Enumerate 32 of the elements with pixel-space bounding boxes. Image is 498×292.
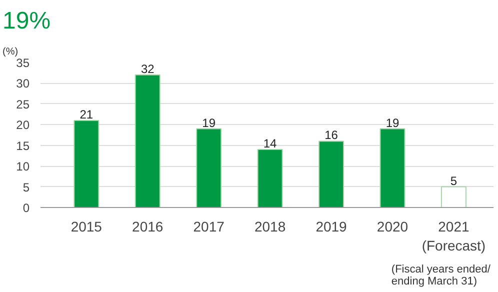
x-tick-label: 2016 (132, 218, 164, 234)
y-tick-label: 0 (22, 201, 30, 215)
bar (318, 140, 344, 208)
bar (257, 149, 283, 208)
x-tick-label: 2021 (Forecast) (422, 218, 486, 254)
y-tick-label: 10 (16, 160, 30, 174)
y-tick-label: 25 (16, 97, 30, 112)
x-tick-label: 2015 (70, 218, 102, 234)
y-tick-label: 20 (16, 118, 30, 132)
text: (Fiscal years ended/ ending March 31) (391, 264, 492, 288)
data-label: 32 (140, 62, 155, 76)
chart-title: 19% (2, 8, 51, 34)
bar (134, 74, 160, 208)
data-label: 19 (386, 116, 400, 130)
data-label: 5 (450, 174, 458, 188)
y-tick-label: 15 (16, 138, 30, 153)
y-axis-title: (%) (2, 46, 18, 58)
data-label: 16 (324, 128, 338, 142)
data-label: 14 (263, 136, 278, 150)
x-tick-label: 2017 (193, 218, 225, 234)
x-tick-label: 2018 (254, 218, 286, 234)
bar (196, 128, 222, 208)
x-tick-label: 2019 (316, 218, 348, 234)
data-label: 19 (202, 116, 216, 130)
data-label: 21 (80, 108, 94, 122)
x-tick-label: 2020 (376, 218, 408, 234)
bar (380, 128, 406, 208)
y-tick-label: 5 (22, 180, 30, 194)
y-tick-label: 35 (16, 56, 30, 70)
bar (440, 186, 466, 208)
bar (74, 120, 100, 208)
y-tick-label: 30 (16, 76, 30, 91)
